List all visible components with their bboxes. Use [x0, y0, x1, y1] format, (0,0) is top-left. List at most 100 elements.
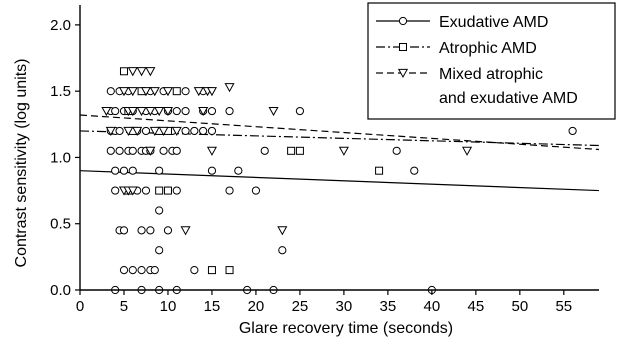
- data-point-circle: [199, 126, 208, 136]
- data-point-triangle: [277, 226, 288, 236]
- data-point-circle: [141, 186, 151, 195]
- data-point-triangle: [105, 126, 116, 136]
- data-point-circle: [181, 87, 190, 96]
- data-point-square: [119, 67, 128, 76]
- data-point-circle: [181, 126, 190, 136]
- data-point-circle: [155, 206, 164, 215]
- data-point-triangle: [127, 67, 138, 77]
- legend-label: Exudative AMD: [439, 14, 548, 31]
- y-tick-label: 0.5: [50, 216, 71, 233]
- data-point-circle: [137, 266, 146, 275]
- y-tick-label: 0.0: [50, 282, 71, 299]
- data-point-circle: [128, 266, 137, 275]
- data-point-triangle: [101, 106, 112, 117]
- trend-line-circle: [79, 170, 600, 192]
- data-point-triangle: [145, 67, 156, 77]
- y-tick-label: 2.0: [50, 17, 71, 34]
- data-point-triangle: [193, 87, 204, 97]
- data-point-circle: [278, 246, 287, 255]
- data-point-triangle: [145, 106, 156, 117]
- data-point-circle: [115, 146, 124, 155]
- data-point-circle: [106, 87, 115, 96]
- data-point-triangle: [206, 146, 217, 156]
- data-point-triangle: [268, 106, 279, 117]
- data-point-circle: [225, 106, 234, 116]
- data-point-circle: [190, 266, 199, 275]
- data-point-circle: [159, 146, 168, 155]
- data-point-circle: [181, 106, 190, 116]
- legend-label: Mixed atrophic: [439, 66, 543, 83]
- data-point-triangle: [206, 87, 217, 97]
- data-point-circle: [146, 226, 155, 235]
- data-point-triangle: [145, 146, 156, 156]
- data-point-triangle: [136, 106, 147, 117]
- data-point-circle: [410, 166, 419, 175]
- data-point-circle: [207, 126, 217, 136]
- data-point-circle: [190, 126, 199, 136]
- legend-marker-triangle: [397, 68, 409, 79]
- x-tick-label: 55: [555, 298, 572, 315]
- legend-label: Atrophic AMD: [439, 40, 537, 57]
- data-point-circle: [172, 106, 181, 116]
- legend: Exudative AMD Atrophic AMD Mixed atrophic a…: [367, 2, 616, 120]
- x-tick-label: 20: [248, 298, 265, 315]
- data-point-triangle: [127, 106, 138, 117]
- data-point-triangle: [123, 126, 134, 136]
- data-point-triangle: [118, 87, 130, 97]
- data-point-triangle: [162, 87, 174, 97]
- data-point-triangle: [462, 146, 473, 156]
- axes: 0 5 10 15 20 25 30 35 40 45 50 55 0.0 0.5 1.0 1.5 2.0: [50, 5, 599, 315]
- x-tick-label: 10: [160, 298, 177, 315]
- data-point-triangle: [140, 87, 152, 97]
- x-axis-title: Glare recovery time (seconds): [239, 320, 453, 337]
- data-point-circle: [295, 106, 305, 116]
- data-point-circle: [155, 166, 164, 175]
- x-tick-label: 30: [336, 298, 353, 315]
- legend-box: [367, 2, 616, 120]
- data-point-circle: [172, 186, 181, 195]
- data-point-square: [287, 146, 296, 155]
- data-point-circle: [119, 226, 129, 235]
- data-point-circle: [251, 186, 261, 195]
- data-point-circle: [207, 106, 217, 116]
- data-point-triangle: [224, 83, 235, 93]
- data-point-circle: [111, 166, 120, 175]
- data-point-triangle: [149, 126, 160, 136]
- data-point-circle: [207, 166, 217, 175]
- x-tick-label: 25: [292, 298, 309, 315]
- data-point-circle: [392, 146, 401, 155]
- data-point-triangle: [198, 106, 209, 117]
- data-point-circle: [119, 166, 129, 175]
- data-point-square: [225, 266, 234, 275]
- y-tick-label: 1.0: [50, 149, 71, 166]
- data-point-triangle: [171, 126, 182, 136]
- data-point-circle: [260, 146, 269, 155]
- plot-area: [79, 67, 600, 295]
- data-point-square: [155, 186, 164, 195]
- x-tick-label: 0: [76, 298, 84, 315]
- data-point-triangle: [149, 87, 160, 97]
- data-point-square: [295, 146, 304, 155]
- data-point-circle: [234, 166, 243, 175]
- data-point-square: [172, 87, 181, 96]
- data-point-triangle: [154, 106, 165, 117]
- data-point-triangle: [158, 126, 169, 136]
- data-point-circle: [115, 126, 124, 136]
- data-point-circle: [137, 226, 146, 235]
- data-point-circle: [568, 126, 577, 136]
- data-point-triangle: [162, 106, 174, 117]
- x-tick-label: 15: [204, 298, 221, 315]
- legend-marker-circle: [398, 16, 408, 26]
- x-tick-label: 35: [380, 298, 397, 315]
- data-point-triangle: [127, 87, 138, 97]
- legend-marker-square: [399, 43, 407, 51]
- data-point-circle: [141, 126, 151, 136]
- data-point-circle: [150, 266, 159, 275]
- y-axis-title: Contrast sensitivity (log units): [13, 59, 30, 268]
- data-point-circle: [128, 166, 137, 175]
- legend-label: and exudative AMD: [439, 90, 578, 107]
- x-tick-label: 50: [511, 298, 528, 315]
- data-point-circle: [225, 186, 234, 195]
- data-point-circle: [111, 186, 120, 195]
- x-tick-label: 45: [468, 298, 485, 315]
